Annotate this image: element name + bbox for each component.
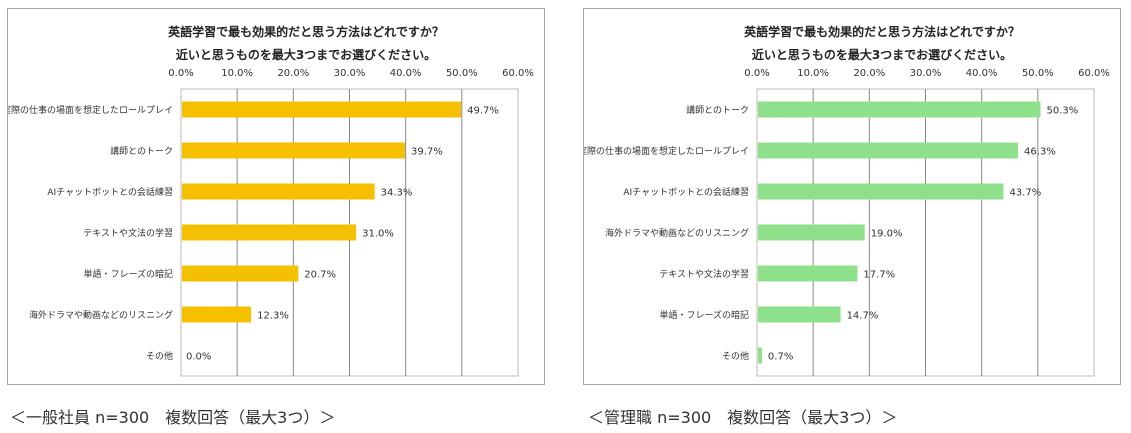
bar [758, 101, 1041, 118]
category-label: 単語・フレーズの暗記 [659, 309, 749, 321]
data-label: 34.3% [381, 188, 413, 199]
data-label: 14.7% [847, 311, 879, 322]
bar [182, 265, 299, 282]
x-tick-label: 60.0% [1078, 68, 1110, 79]
category-label: その他 [722, 350, 749, 362]
bar [758, 306, 841, 323]
chart-title: 英語学習で最も効果的だと思う方法はどれですか？ 近いと思うものを最大3つまでお選び… [584, 21, 1120, 67]
x-tick-label: 10.0% [797, 68, 829, 79]
data-label: 17.7% [863, 270, 895, 281]
x-tick-label: 50.0% [1022, 68, 1054, 79]
data-label: 12.3% [257, 311, 289, 322]
category-label: テキストや文法の学習 [83, 227, 173, 239]
x-tick-label: 20.0% [277, 68, 309, 79]
x-tick-label: 10.0% [221, 68, 253, 79]
data-label: 31.0% [362, 229, 394, 240]
bar [182, 306, 252, 323]
bar [182, 142, 405, 159]
title-line-2: 近いと思うものを最大3つまでお選びください。 [175, 48, 437, 62]
category-label: 海外ドラマや動画などのリスニング [29, 309, 173, 321]
category-label: 単語・フレーズの暗記 [83, 268, 173, 280]
caption-managers: ＜管理職 n=300 複数回答（最大3つ）＞ [588, 408, 898, 427]
category-label: 海外ドラマや動画などのリスニング [605, 227, 749, 239]
bar [758, 183, 1004, 200]
chart-managers: 英語学習で最も効果的だと思う方法はどれですか？ 近いと思うものを最大3つまでお選び… [583, 8, 1121, 385]
category-label: 講師とのトーク [686, 104, 749, 116]
chart-svg: 0.0% 10.0% 20.0% 30.0% 40.0% 50.0% 60.0% 実際の仕事の… [8, 68, 534, 377]
title-line-1: 英語学習で最も効果的だと思う方法はどれですか？ [168, 25, 444, 39]
bar [182, 101, 462, 118]
x-tick-label: 30.0% [910, 68, 942, 79]
x-tick-label: 30.0% [334, 68, 366, 79]
x-tick-label: 40.0% [390, 68, 422, 79]
data-label: 49.7% [467, 106, 499, 117]
category-label: 講師とのトーク [110, 145, 173, 157]
chart-svg: 0.0% 10.0% 20.0% 30.0% 40.0% 50.0% 60.0% 講師とのトー… [584, 68, 1110, 377]
caption-general-staff: ＜一般社員 n=300 複数回答（最大3つ）＞ [10, 408, 336, 427]
category-label: その他 [146, 350, 173, 362]
data-label: 19.0% [871, 229, 903, 240]
data-label: 46.3% [1024, 147, 1056, 158]
category-label: テキストや文法の学習 [659, 268, 749, 280]
category-label: 実際の仕事の場面を想定したロールプレイ [8, 104, 173, 116]
x-tick-label: 0.0% [744, 68, 769, 79]
bar [758, 347, 762, 364]
x-tick-label: 40.0% [966, 68, 998, 79]
title-line-2: 近いと思うものを最大3つまでお選びください。 [751, 48, 1013, 62]
bar [758, 142, 1019, 159]
data-label: 43.7% [1009, 188, 1041, 199]
category-label: 実際の仕事の場面を想定したロールプレイ [584, 145, 749, 157]
title-line-1: 英語学習で最も効果的だと思う方法はどれですか？ [744, 25, 1020, 39]
chart-title: 英語学習で最も効果的だと思う方法はどれですか？ 近いと思うものを最大3つまでお選び… [8, 21, 544, 67]
data-label: 50.3% [1047, 106, 1079, 117]
chart-general-staff: 英語学習で最も効果的だと思う方法はどれですか？ 近いと思うものを最大3つまでお選び… [7, 8, 545, 385]
category-label: AIチャットボットとの会話練習 [47, 186, 173, 198]
x-tick-label: 60.0% [502, 68, 534, 79]
x-tick-label: 0.0% [168, 68, 193, 79]
x-tick-label: 20.0% [853, 68, 885, 79]
data-label: 0.0% [186, 352, 211, 363]
bar [758, 265, 858, 282]
x-tick-label: 50.0% [446, 68, 478, 79]
data-label: 0.7% [768, 352, 793, 363]
data-label: 39.7% [411, 147, 443, 158]
data-label: 20.7% [304, 270, 336, 281]
bar [758, 224, 865, 241]
bar [182, 183, 375, 200]
bar [182, 224, 357, 241]
category-label: AIチャットボットとの会話練習 [623, 186, 749, 198]
